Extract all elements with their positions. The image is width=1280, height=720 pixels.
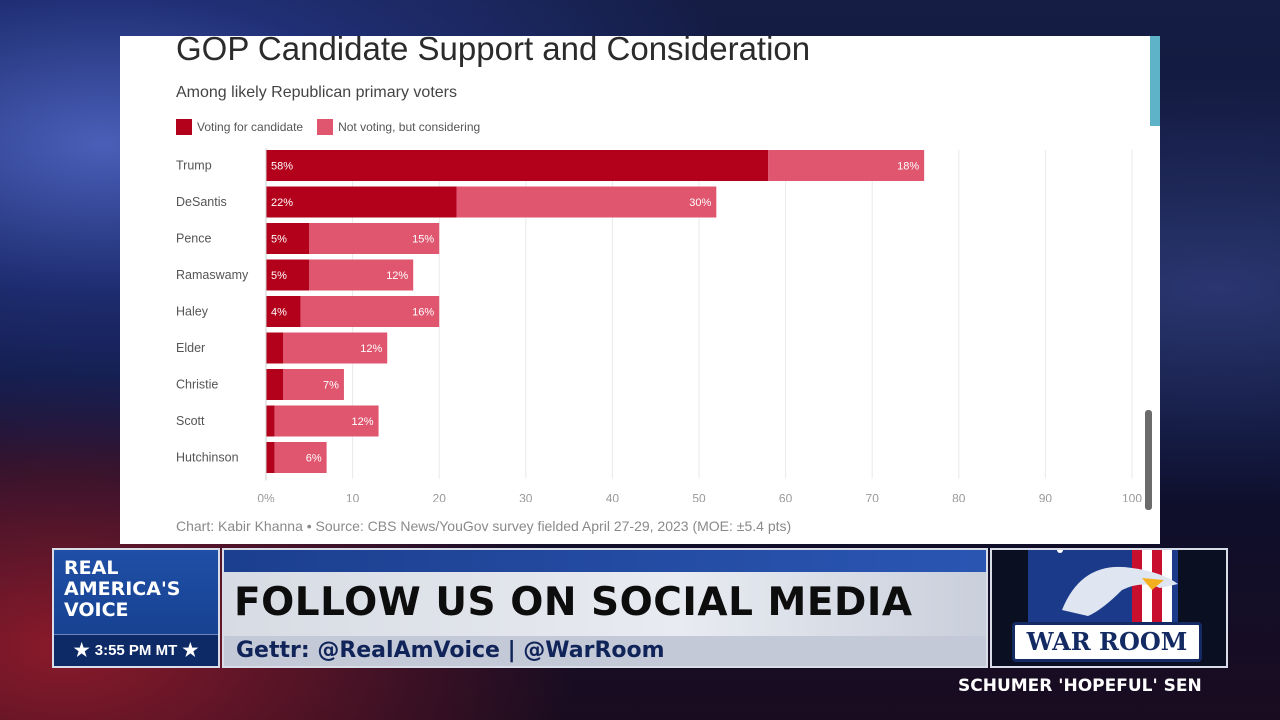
- data-label: 5%: [271, 234, 287, 246]
- network-logo-text: REAL AMERICA'S VOICE: [64, 557, 181, 621]
- legend-label-voting: Voting for candidate: [197, 120, 304, 134]
- star-icon: ★: [182, 640, 199, 660]
- bar-considering: [300, 296, 440, 327]
- legend-item-considering: Not voting, but considering: [317, 119, 480, 135]
- broadcast-time: 3:55 PM MT: [94, 642, 178, 659]
- bar-voting: [266, 369, 284, 400]
- x-tick-label: 10: [346, 492, 360, 503]
- data-label: 18%: [897, 161, 919, 173]
- banner-sub-bar: [224, 636, 986, 666]
- network-logo: REAL AMERICA'S VOICE ★ 3:55 PM MT ★: [52, 548, 220, 668]
- panel-edge-accent: [1150, 36, 1160, 126]
- chart-subtitle: Among likely Republican primary voters: [176, 84, 457, 101]
- chart-title: GOP Candidate Support and Consideration: [176, 30, 811, 67]
- chart-source-note: Chart: Kabir Khanna • Source: CBS News/Y…: [176, 518, 792, 534]
- time-bar: ★ 3:55 PM MT ★: [54, 634, 218, 666]
- bar-considering: [456, 186, 717, 218]
- data-label: 12%: [352, 416, 374, 428]
- bar-considering: [274, 405, 379, 437]
- x-tick-label: 20: [433, 492, 447, 503]
- data-label: 15%: [412, 234, 434, 246]
- star-icon: ★: [73, 640, 90, 660]
- bar-considering: [274, 442, 327, 473]
- data-label: 22%: [271, 197, 293, 209]
- category-label: Trump: [176, 159, 212, 173]
- bar-considering: [283, 332, 388, 364]
- x-tick-label: 100: [1122, 492, 1142, 503]
- bar-considering: [283, 369, 344, 400]
- x-tick-label: 90: [1039, 492, 1053, 503]
- category-label: Hutchinson: [176, 451, 239, 465]
- news-ticker: SCHUMER 'HOPEFUL' SEN: [958, 676, 1202, 696]
- x-tick-label: 40: [606, 492, 620, 503]
- data-label: 12%: [360, 343, 382, 355]
- category-label: Scott: [176, 414, 205, 428]
- scrollbar-thumb[interactable]: [1145, 410, 1152, 510]
- data-label: 4%: [271, 307, 287, 319]
- bar-voting: [266, 405, 275, 437]
- x-tick-label: 30: [519, 492, 533, 503]
- chart-legend: Voting for candidate Not voting, but con…: [176, 118, 494, 136]
- data-label: 16%: [412, 307, 434, 319]
- x-tick-label: 80: [952, 492, 966, 503]
- bar-voting: [266, 296, 301, 327]
- show-name-badge: WAR ROOM: [1012, 622, 1202, 662]
- x-tick-label: 70: [866, 492, 880, 503]
- category-label: Haley: [176, 305, 209, 319]
- data-label: 6%: [306, 453, 322, 465]
- legend-swatch-voting: [176, 119, 192, 135]
- category-label: Christie: [176, 378, 218, 392]
- bar-voting: [266, 442, 275, 473]
- data-label: 58%: [271, 161, 293, 173]
- bar-considering: [309, 223, 440, 254]
- category-label: Ramaswamy: [176, 268, 249, 282]
- data-label: 5%: [271, 270, 287, 282]
- category-label: DeSantis: [176, 195, 227, 209]
- bar-voting: [266, 259, 310, 291]
- banner-subline: Gettr: @RealAmVoice | @WarRoom: [236, 638, 665, 663]
- x-tick-label: 0%: [257, 492, 275, 503]
- bar-voting: [266, 150, 769, 181]
- legend-label-considering: Not voting, but considering: [338, 120, 481, 134]
- bar-voting: [266, 186, 457, 218]
- data-label: 30%: [689, 197, 711, 209]
- category-label: Pence: [176, 232, 211, 246]
- data-label: 12%: [386, 270, 408, 282]
- banner-headline: FOLLOW US ON SOCIAL MEDIA: [234, 580, 913, 625]
- data-label: 7%: [323, 380, 339, 392]
- legend-item-voting: Voting for candidate: [176, 119, 303, 135]
- bar-considering: [309, 259, 414, 291]
- x-tick-label: 60: [779, 492, 793, 503]
- bar-chart: 0% 10 20 30 40 50 60 70 80 90 100 Trump 58% 18% DeSant…: [176, 148, 1142, 503]
- banner-top-stripe: [224, 550, 986, 572]
- bar-voting: [266, 332, 284, 364]
- x-tick-label: 50: [692, 492, 706, 503]
- category-label: Elder: [176, 341, 205, 355]
- lower-third-banner: FOLLOW US ON SOCIAL MEDIA Gettr: @RealAm…: [222, 548, 988, 668]
- bar-voting: [266, 223, 310, 254]
- bar-considering: [768, 150, 925, 181]
- legend-swatch-considering: [317, 119, 334, 135]
